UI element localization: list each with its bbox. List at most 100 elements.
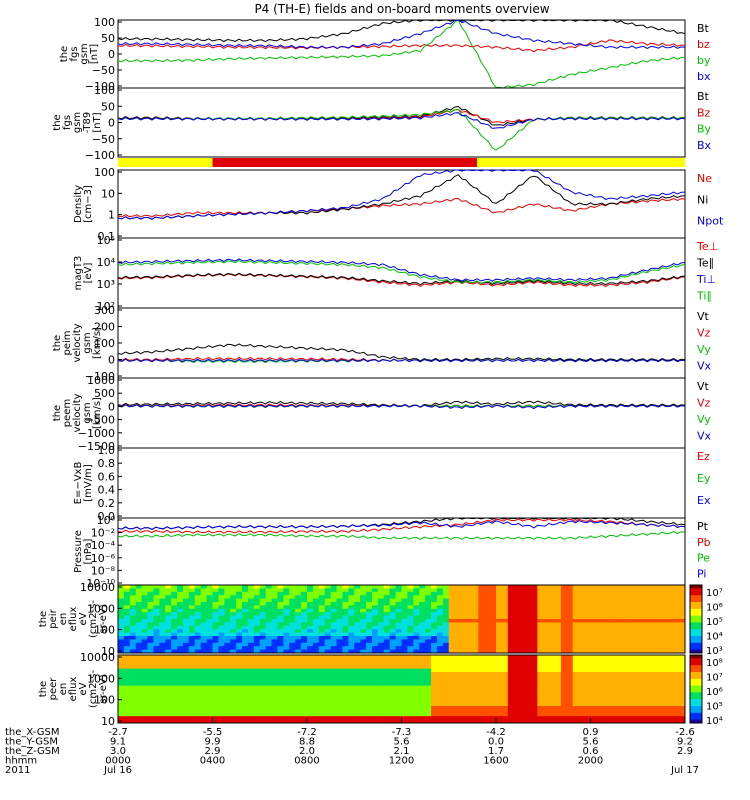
spectrogram-cell	[602, 619, 609, 623]
spectrogram-cell	[513, 658, 521, 663]
spectrogram-cell	[631, 612, 639, 617]
spectrogram-cell	[330, 649, 338, 654]
y-axis-label: velocity	[72, 323, 83, 362]
spectrogram-cell	[206, 706, 213, 710]
spectrogram-cell	[354, 629, 361, 634]
spectrogram-cell	[655, 642, 662, 647]
spectrogram-cell	[436, 646, 444, 651]
spectrogram-cell	[549, 595, 556, 600]
spectrogram-cell	[171, 712, 178, 717]
spectrogram-cell	[247, 622, 255, 627]
spectrogram-cell	[655, 588, 662, 593]
spectrogram-cell	[401, 632, 408, 637]
spectrogram-cell	[643, 595, 651, 600]
spectrogram-cell	[513, 655, 521, 659]
spectrogram-cell	[401, 665, 408, 670]
spectrogram-cell	[194, 712, 202, 717]
spectrogram-cell	[242, 612, 249, 617]
spectrogram-cell	[165, 591, 172, 596]
spectrogram-cell	[360, 639, 367, 644]
spectrogram-cell	[271, 595, 278, 600]
spectrogram-cell	[649, 655, 656, 659]
spectrogram-cell	[560, 615, 568, 620]
spectrogram-cell	[141, 678, 149, 683]
spectrogram-cell	[460, 695, 467, 700]
spectrogram-cell	[371, 642, 379, 647]
spectrogram-cell	[596, 706, 603, 710]
spectrogram-cell	[549, 605, 556, 610]
spectrogram-cell	[667, 615, 674, 620]
spectrogram-cell	[194, 689, 202, 693]
spectrogram-cell	[224, 668, 231, 673]
spectrogram-cell	[342, 699, 349, 704]
spectrogram-cell	[200, 658, 208, 663]
spectrogram-cell	[560, 585, 568, 589]
spectrogram-cell	[289, 689, 296, 693]
spectrogram-cell	[460, 595, 467, 600]
spectrogram-cell	[625, 595, 633, 600]
spectrogram-cell	[289, 649, 296, 654]
spectrogram-cell	[419, 595, 426, 600]
spectrogram-cell	[395, 699, 402, 704]
spectrogram-cell	[679, 709, 686, 714]
spectrogram-cell	[531, 716, 538, 721]
spectrogram-cell	[454, 689, 462, 693]
spectrogram-cell	[206, 665, 213, 670]
spectrogram-cell	[318, 612, 326, 617]
spectrogram-cell	[182, 622, 190, 627]
spectrogram-cell	[407, 682, 414, 687]
spectrogram-cell	[289, 612, 296, 617]
spectrogram-cell	[395, 619, 402, 623]
spectrogram-cell	[383, 619, 391, 623]
spectrogram-cell	[555, 619, 562, 623]
spectrogram-cell	[484, 625, 491, 630]
spectrogram-cell	[442, 636, 450, 640]
spectrogram-cell	[188, 585, 196, 589]
spectrogram-cell	[371, 655, 379, 659]
spectrogram-cell	[224, 695, 231, 700]
spectrogram-cell	[448, 678, 456, 683]
spectrogram-cell	[147, 649, 154, 654]
spectrogram-cell	[342, 629, 349, 634]
spectrogram-cell	[566, 588, 574, 593]
spectrogram-cell	[466, 706, 473, 710]
spectrogram-cell	[377, 636, 385, 640]
spectrogram-cell	[230, 682, 237, 687]
spectrogram-cell	[572, 591, 580, 596]
spectrogram-cell	[318, 649, 326, 654]
spectrogram-cell	[419, 658, 426, 663]
spectrogram-cell	[336, 605, 343, 610]
spectrogram-cell	[141, 605, 149, 610]
spectrogram-cell	[295, 672, 302, 676]
spectrogram-cell	[383, 658, 391, 663]
spectrogram-cell	[354, 632, 361, 637]
spectrogram-cell	[620, 615, 627, 620]
spectrogram-cell	[501, 632, 509, 637]
spectrogram-cell	[206, 598, 213, 603]
spectrogram-cell	[177, 639, 184, 644]
spectrogram-cell	[472, 632, 479, 637]
spectrogram-cell	[212, 632, 219, 637]
spectrogram-cell	[679, 661, 686, 666]
spectrogram-cell	[354, 602, 361, 606]
spectrogram-cell	[608, 695, 615, 700]
spectrogram-cell	[466, 649, 473, 654]
spectrogram-cell	[490, 649, 497, 654]
spectrogram-cell	[525, 706, 532, 710]
spectrogram-cell	[336, 672, 343, 676]
series-line-Ti∥	[117, 260, 686, 284]
spectrogram-cell	[218, 699, 225, 704]
spectrogram-cell	[507, 695, 515, 700]
spectrogram-cell	[431, 585, 438, 589]
spectrogram-cell	[661, 655, 668, 659]
spectrogram-cell	[419, 636, 426, 640]
spectrogram-cell	[206, 615, 213, 620]
spectrogram-cell	[566, 639, 574, 644]
spectrogram-cell	[230, 608, 237, 613]
spectrogram-cell	[218, 639, 225, 644]
spectrogram-cell	[336, 655, 343, 659]
spectrogram-cell	[147, 615, 154, 620]
spectrogram-cell	[413, 598, 420, 603]
spectrogram-cell	[123, 585, 131, 589]
spectrogram-cell	[560, 629, 568, 634]
